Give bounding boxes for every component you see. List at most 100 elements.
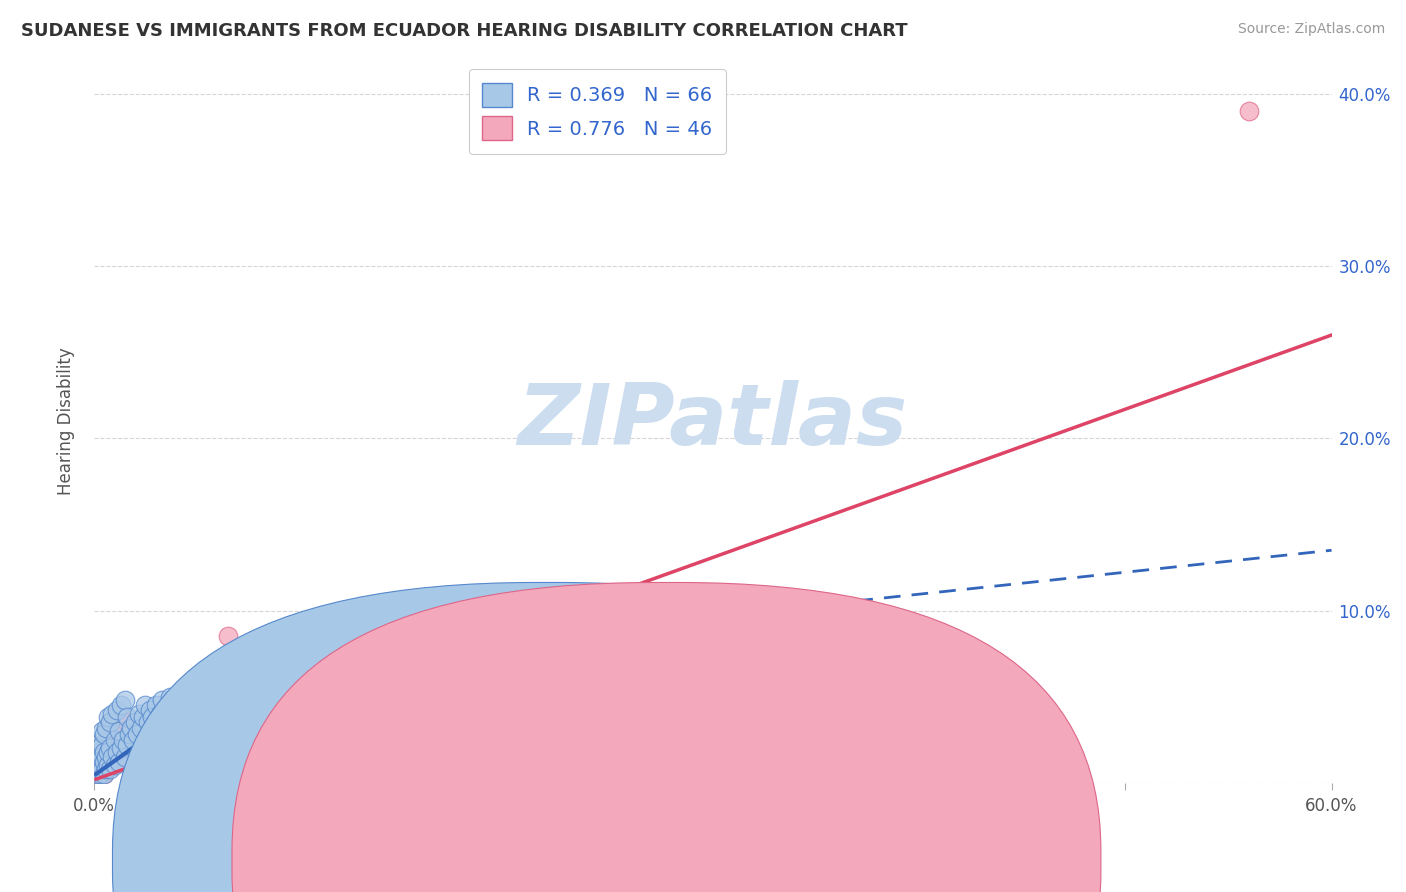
Point	[89, 767, 111, 781]
Point	[96, 762, 118, 776]
Point	[87, 762, 110, 776]
Point	[114, 741, 136, 756]
Point	[128, 706, 150, 721]
Point	[96, 762, 118, 776]
Point	[195, 686, 218, 700]
Point	[120, 721, 142, 735]
Point	[107, 724, 129, 739]
Point	[84, 755, 107, 769]
Point	[111, 732, 134, 747]
Point	[84, 767, 107, 781]
Point	[124, 715, 146, 730]
Point	[110, 755, 132, 769]
Point	[118, 727, 141, 741]
Point	[89, 741, 111, 756]
Point	[89, 745, 111, 759]
Point	[866, 732, 889, 747]
Point	[87, 749, 110, 764]
Point	[120, 749, 142, 764]
Point	[93, 767, 115, 781]
Text: Immigrants from Ecuador: Immigrants from Ecuador	[685, 853, 897, 871]
Point	[93, 767, 115, 781]
Point	[96, 721, 118, 735]
Point	[122, 732, 145, 747]
Point	[84, 767, 107, 781]
Point	[101, 749, 124, 764]
Point	[195, 741, 218, 756]
Y-axis label: Hearing Disability: Hearing Disability	[58, 347, 75, 495]
Point	[101, 758, 124, 772]
Text: ZIPatlas: ZIPatlas	[517, 380, 908, 463]
Point	[107, 724, 129, 739]
Point	[138, 703, 160, 717]
Point	[100, 762, 122, 776]
Point	[186, 721, 208, 735]
Point	[97, 758, 120, 772]
Point	[89, 758, 111, 772]
Point	[165, 715, 187, 730]
Point	[172, 686, 194, 700]
Point	[91, 762, 114, 776]
Point	[145, 698, 167, 713]
Point	[162, 738, 184, 752]
Point	[150, 693, 173, 707]
Point	[131, 721, 153, 735]
Point	[141, 727, 163, 741]
Point	[101, 706, 124, 721]
Point	[97, 710, 120, 724]
Point	[224, 681, 246, 695]
Point	[176, 727, 198, 741]
Point	[1237, 104, 1260, 119]
Point	[97, 755, 120, 769]
Point	[330, 715, 353, 730]
Point	[702, 724, 724, 739]
Point	[371, 732, 394, 747]
Point	[207, 675, 229, 690]
Point	[159, 690, 181, 704]
Point	[155, 703, 177, 717]
Point	[105, 745, 128, 759]
Point	[100, 715, 122, 730]
Point	[217, 629, 239, 643]
Point	[115, 738, 138, 752]
Point	[114, 693, 136, 707]
Point	[91, 724, 114, 739]
Point	[149, 706, 172, 721]
Legend: R = 0.369   N = 66, R = 0.776   N = 46: R = 0.369 N = 66, R = 0.776 N = 46	[468, 70, 725, 153]
Point	[207, 732, 229, 747]
Point	[100, 741, 122, 756]
Point	[103, 732, 125, 747]
Text: SUDANESE VS IMMIGRANTS FROM ECUADOR HEARING DISABILITY CORRELATION CHART: SUDANESE VS IMMIGRANTS FROM ECUADOR HEAR…	[21, 22, 908, 40]
Point	[105, 703, 128, 717]
Point	[128, 745, 150, 759]
Point	[87, 762, 110, 776]
Point	[134, 738, 156, 752]
Point	[134, 698, 156, 713]
Point	[165, 698, 187, 713]
Point	[84, 758, 107, 772]
Point	[87, 741, 110, 756]
Point	[172, 745, 194, 759]
Text: Sudanese: Sudanese	[565, 853, 647, 871]
Point	[115, 715, 138, 730]
Point	[115, 710, 138, 724]
Point	[96, 749, 118, 764]
Point	[93, 727, 115, 741]
Point	[96, 724, 118, 739]
Point	[89, 732, 111, 747]
Point	[93, 749, 115, 764]
Point	[186, 681, 208, 695]
Point	[454, 741, 477, 756]
Point	[91, 732, 114, 747]
Point	[150, 732, 173, 747]
Point	[93, 755, 115, 769]
Point	[145, 741, 167, 756]
Point	[127, 727, 149, 741]
Point	[157, 724, 180, 739]
Point	[238, 673, 260, 687]
Point	[181, 749, 204, 764]
Point	[141, 710, 163, 724]
Point	[124, 732, 146, 747]
Point	[413, 706, 436, 721]
Point	[91, 738, 114, 752]
